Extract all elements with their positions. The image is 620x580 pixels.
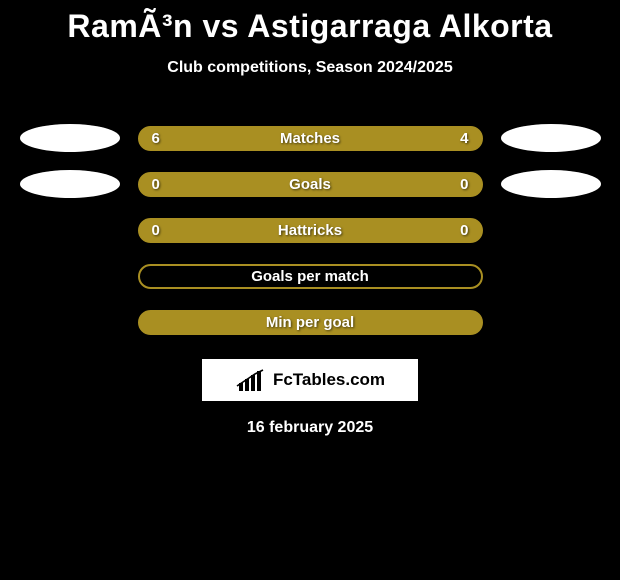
player1-name: RamÃ³n	[67, 8, 193, 44]
ellipse-spacer	[20, 308, 120, 336]
stats-row: 6Matches4	[0, 115, 620, 161]
stat-label: Goals per match	[140, 268, 481, 285]
stat-bar: 0Hattricks0	[138, 218, 483, 243]
stat-bar: 0Goals0	[138, 172, 483, 197]
stats-row: Goals per match	[0, 253, 620, 299]
stat-label: Min per goal	[140, 314, 481, 331]
ellipse-spacer	[20, 216, 120, 244]
stats-row: 0Hattricks0	[0, 207, 620, 253]
ellipse-spacer	[20, 262, 120, 290]
stat-label: Hattricks	[140, 222, 481, 239]
stat-bar: Min per goal	[138, 310, 483, 335]
bar-chart-icon	[235, 369, 269, 391]
team-color-left-ellipse	[20, 124, 120, 152]
stat-label: Goals	[140, 176, 481, 193]
ellipse-spacer	[501, 262, 601, 290]
ellipse-spacer	[501, 216, 601, 244]
stats-row: Min per goal	[0, 299, 620, 345]
team-color-right-ellipse	[501, 124, 601, 152]
player2-name: Astigarraga Alkorta	[247, 8, 552, 44]
stat-bar: 6Matches4	[138, 126, 483, 151]
stat-right-value: 0	[460, 176, 468, 193]
page-title: RamÃ³n vs Astigarraga Alkorta	[0, 0, 620, 45]
stat-label: Matches	[140, 130, 481, 147]
team-color-left-ellipse	[20, 170, 120, 198]
season-subtitle: Club competitions, Season 2024/2025	[0, 59, 620, 77]
footer-date: 16 february 2025	[0, 419, 620, 437]
vs-separator: vs	[202, 8, 239, 44]
stat-right-value: 4	[460, 130, 468, 147]
logo-text: FcTables.com	[273, 370, 385, 390]
team-color-right-ellipse	[501, 170, 601, 198]
stat-right-value: 0	[460, 222, 468, 239]
stats-rows: 6Matches40Goals00Hattricks0Goals per mat…	[0, 115, 620, 345]
fctables-logo: FcTables.com	[202, 359, 418, 401]
stats-row: 0Goals0	[0, 161, 620, 207]
stat-bar: Goals per match	[138, 264, 483, 289]
ellipse-spacer	[501, 308, 601, 336]
